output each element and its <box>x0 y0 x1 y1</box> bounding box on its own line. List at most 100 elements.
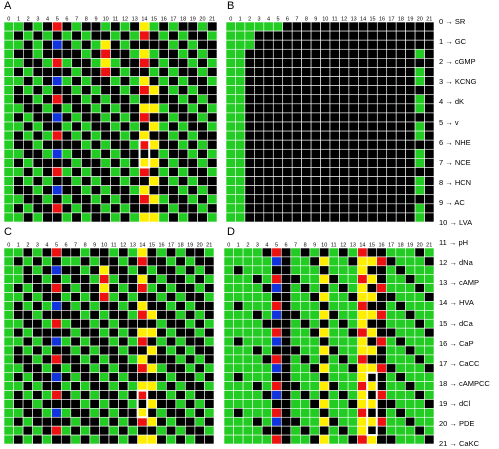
grid-cell <box>207 39 218 50</box>
grid-cell <box>100 176 111 186</box>
grid-cell <box>70 283 81 293</box>
grid-cell <box>80 354 91 365</box>
grid-cell <box>32 112 44 123</box>
grid-cell <box>235 176 246 186</box>
legend-item: 2 → cGMP <box>439 57 476 67</box>
grid-cell <box>310 21 321 32</box>
grid-cell <box>207 185 218 196</box>
grid-cell <box>385 363 397 374</box>
grid-cell <box>52 103 63 114</box>
column-header: 10 <box>101 243 107 249</box>
grid-cell <box>242 301 253 311</box>
grid-cell <box>225 212 236 223</box>
grid-cell <box>366 283 378 293</box>
grid-cell <box>282 185 293 196</box>
column-header: 11 <box>332 17 338 23</box>
grid-cell <box>90 121 102 132</box>
column-header: 2 <box>27 17 30 23</box>
grid-cell <box>395 256 406 267</box>
grid-cell <box>329 158 340 168</box>
grid-cell <box>61 21 73 32</box>
grid-cell <box>70 416 81 427</box>
grid-cell <box>100 130 111 141</box>
grid-cell <box>300 274 311 284</box>
column-header: 7 <box>294 243 297 249</box>
grid-cell <box>291 30 302 41</box>
grid-cell <box>148 85 160 96</box>
grid-cell <box>320 194 331 205</box>
grid-cell <box>347 354 358 365</box>
grid-cell <box>168 85 179 96</box>
grid-cell <box>23 139 34 150</box>
grid-cell <box>80 399 91 409</box>
grid-cell <box>357 327 368 338</box>
grid-cell <box>348 121 359 132</box>
grid-cell <box>405 112 416 123</box>
grid-cell <box>168 67 179 77</box>
grid-cell <box>376 21 388 32</box>
grid-cell <box>197 158 208 168</box>
grid-cell <box>405 212 416 223</box>
grid-cell <box>118 247 129 258</box>
grid-cell <box>71 148 82 159</box>
grid-cell <box>309 283 320 293</box>
grid-cell <box>185 372 196 382</box>
grid-cell <box>129 21 140 32</box>
grid-cell <box>291 121 302 132</box>
grid-cell <box>108 247 119 258</box>
grid-cell <box>165 381 177 391</box>
grid-cell <box>261 381 273 391</box>
grid-cell <box>395 39 406 50</box>
grid-cell <box>320 30 331 41</box>
grid-cell <box>244 158 255 168</box>
grid-cell <box>424 390 435 400</box>
grid-cell <box>376 194 388 205</box>
grid-cell <box>309 354 320 365</box>
grid-cell <box>119 176 131 186</box>
grid-cell <box>405 176 416 186</box>
grid-cell <box>235 21 246 32</box>
grid-cell <box>185 345 196 356</box>
grid-cell <box>127 336 138 347</box>
grid-cell <box>127 256 138 267</box>
grid-cell <box>110 167 121 177</box>
grid-cell <box>41 408 53 418</box>
grid-cell <box>3 292 14 302</box>
grid-cell <box>223 408 234 418</box>
grid-cell <box>52 30 63 41</box>
grid-cell <box>329 85 340 96</box>
grid-cell <box>235 121 246 132</box>
grid-cell <box>71 185 82 196</box>
column-header: 14 <box>141 17 147 23</box>
grid-cell <box>3 121 14 132</box>
grid-cell <box>32 139 44 150</box>
grid-cell <box>338 265 349 276</box>
grid-cell <box>405 301 416 311</box>
grid-cell <box>310 112 321 123</box>
grid-cell <box>290 381 301 391</box>
grid-cell <box>3 212 14 223</box>
grid-cell <box>424 148 435 159</box>
grid-cell <box>272 76 284 86</box>
grid-cell <box>357 256 368 267</box>
grid-cell <box>347 345 358 356</box>
column-header: 9 <box>313 243 316 249</box>
grid-cell <box>405 310 416 320</box>
grid-cell <box>320 58 331 68</box>
grid-cell <box>60 265 72 276</box>
grid-cell <box>99 390 110 400</box>
grid-cell <box>32 354 43 365</box>
grid-cell <box>348 48 359 59</box>
grid-cell <box>81 30 92 41</box>
grid-cell <box>177 212 189 223</box>
grid-cell <box>204 310 215 320</box>
grid-cell <box>165 434 177 445</box>
grid-cell <box>119 76 131 86</box>
column-header: 21 <box>206 243 212 249</box>
grid-cell <box>272 48 284 59</box>
grid-panel-d: 0 1 2 3 4 5 6 7 8 9 10 11 12 13 14 15 16 17 18 19 20 21 <box>223 240 435 445</box>
grid-cell <box>424 130 435 141</box>
grid-cell <box>242 327 253 338</box>
grid-cell <box>424 310 435 320</box>
grid-cell <box>175 425 186 436</box>
